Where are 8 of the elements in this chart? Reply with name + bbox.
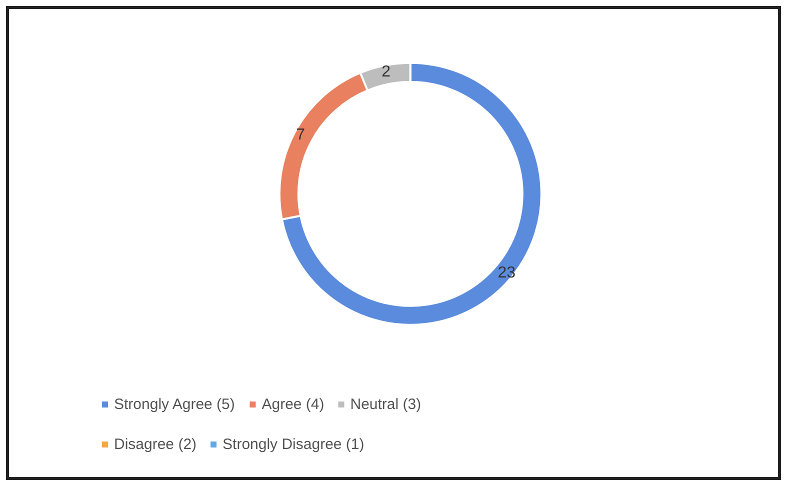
data-label: 2: [382, 63, 391, 80]
data-label: 7: [296, 126, 306, 144]
legend-label: Neutral (3): [350, 396, 422, 413]
legend-label: Strongly Agree (5): [114, 396, 235, 413]
legend-label: Agree (4): [262, 396, 324, 413]
legend-label: Disagree (2): [114, 436, 197, 453]
legend-label: Strongly Disagree (1): [222, 436, 364, 453]
data-label: 23: [498, 264, 516, 282]
